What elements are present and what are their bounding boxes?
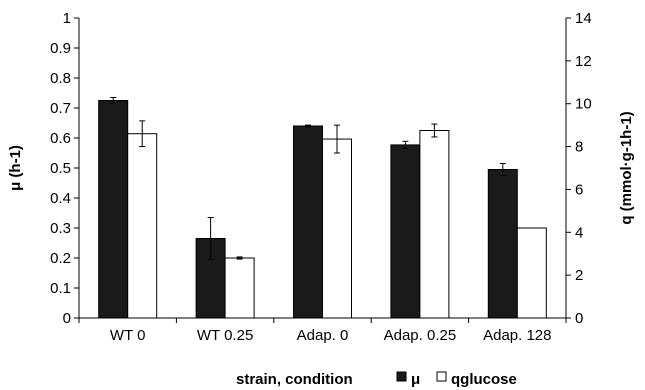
error-bars	[110, 97, 506, 260]
x-tick-label: Adap. 0.25	[384, 327, 457, 344]
left-tick-label: 0.5	[50, 160, 71, 177]
left-tick-label: 0.2	[50, 250, 71, 267]
left-tick-label: 0	[63, 310, 71, 327]
x-tick-label: Adap. 128	[483, 327, 551, 344]
bar-series	[98, 100, 547, 319]
left-tick-label: 0.6	[50, 130, 71, 147]
bar-qglucose	[419, 130, 450, 319]
bar-qglucose	[224, 257, 255, 319]
left-y-axis: 0 0.1 0.2 0.3 0.4 0.5 0.6 0.7 0.8 0.9 1	[50, 10, 79, 327]
x-tick-label: WT 0.25	[197, 327, 253, 344]
y-axis-right-title: q (mmol·g-1h-1)	[618, 111, 635, 224]
x-tick-label: Adap. 0	[297, 327, 349, 344]
bar-mu	[293, 125, 323, 319]
bar-qglucose	[127, 133, 158, 319]
right-tick-label: 10	[575, 96, 592, 113]
right-tick-label: 8	[575, 139, 583, 156]
left-tick-label: 0.7	[50, 100, 71, 117]
right-tick-label: 4	[575, 224, 583, 241]
right-tick-label: 14	[575, 10, 592, 27]
bar-mu	[390, 144, 421, 319]
right-tick-label: 2	[575, 267, 583, 284]
left-tick-label: 0.8	[50, 70, 71, 87]
bar-qglucose	[516, 227, 547, 319]
right-y-axis: 0 2 4 6 8 10 12 14	[566, 10, 592, 327]
legend-label-mu: μ	[411, 371, 420, 388]
left-tick-label: 0.3	[50, 220, 71, 237]
legend-swatch-qglucose	[436, 371, 447, 382]
y-axis-left-title: μ (h-1)	[7, 145, 24, 191]
bar-mu	[487, 169, 518, 319]
right-tick-label: 12	[575, 53, 592, 70]
left-tick-label: 0.4	[50, 190, 71, 207]
legend-swatch-mu	[396, 371, 407, 382]
x-axis-title: strain, condition	[236, 371, 353, 388]
legend-label-qglucose: qglucose	[451, 371, 517, 388]
right-tick-label: 6	[575, 181, 583, 198]
left-tick-label: 1	[63, 10, 71, 27]
left-tick-label: 0.9	[50, 40, 71, 57]
left-tick-label: 0.1	[50, 280, 71, 297]
x-axis-title-and-legend: strain, condition μ qglucose	[236, 371, 517, 388]
right-tick-label: 0	[575, 310, 583, 327]
x-tick-label: WT 0	[110, 327, 146, 344]
x-axis: WT 0 WT 0.25 Adap. 0 Adap. 0.25 Adap. 128	[78, 318, 567, 344]
axis-lines	[78, 18, 567, 319]
bar-mu	[98, 100, 129, 319]
bar-qglucose	[322, 138, 352, 319]
